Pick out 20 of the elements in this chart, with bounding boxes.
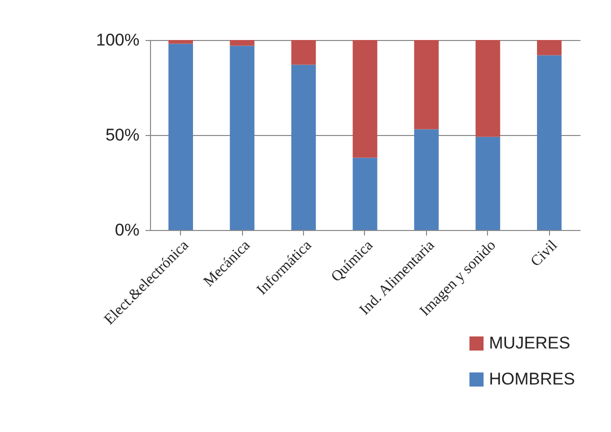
legend-label: HOMBRES — [489, 370, 575, 388]
bar — [476, 40, 500, 137]
y-tick-label: 100% — [96, 30, 140, 50]
bar — [168, 40, 193, 44]
bar — [352, 40, 378, 158]
bar — [168, 44, 193, 230]
x-tick-label: Civil — [528, 238, 561, 270]
y-tick-label: 50% — [105, 126, 140, 144]
bar — [537, 40, 562, 56]
bar — [230, 46, 254, 230]
y-tick-label: 0% — [114, 220, 140, 240]
bar — [352, 158, 378, 230]
bar — [414, 129, 439, 230]
bar — [230, 40, 254, 46]
bar — [414, 40, 439, 130]
legend-label: MUJERES — [489, 334, 570, 352]
bar — [476, 136, 500, 230]
bar — [291, 64, 316, 230]
bar — [537, 55, 562, 230]
bar — [291, 40, 316, 65]
